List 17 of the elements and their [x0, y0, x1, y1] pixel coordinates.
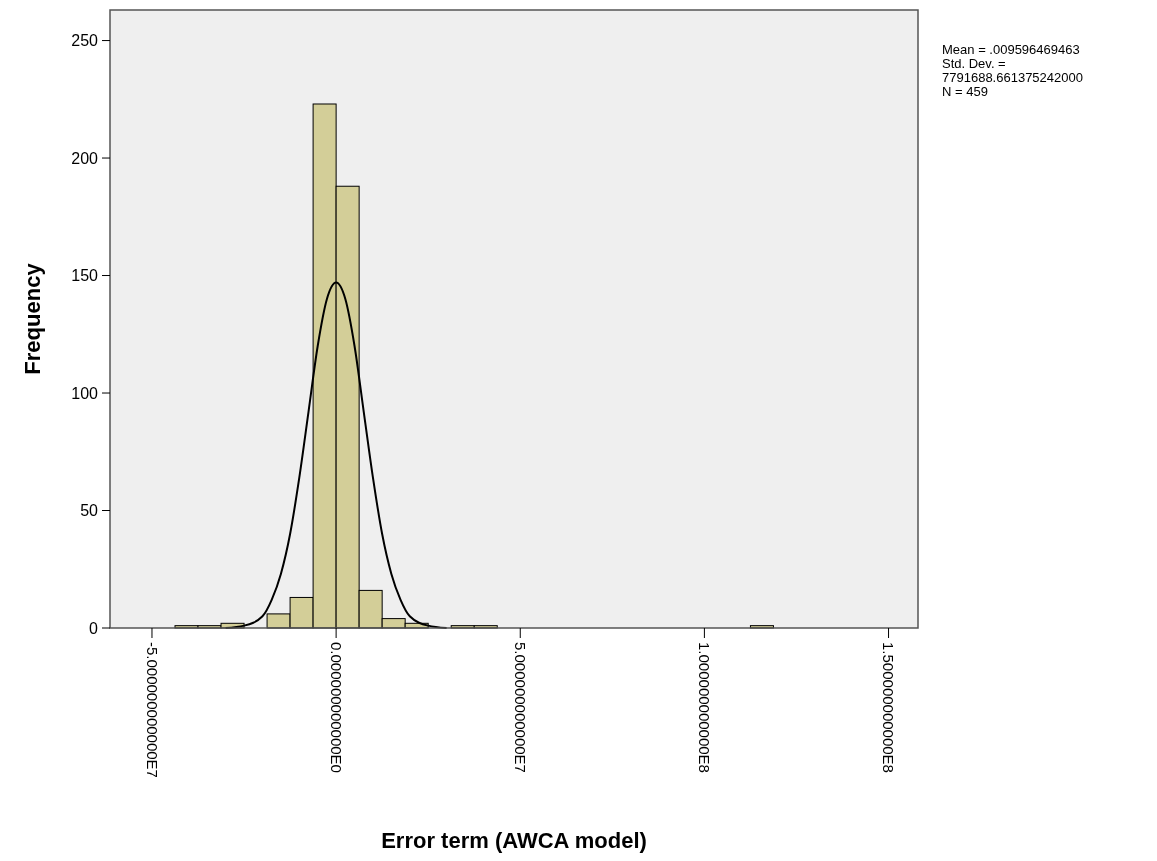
y-tick-label: 200	[71, 149, 99, 167]
x-axis-title: Error term (AWCA model)	[381, 828, 647, 853]
text: Std. Dev. =	[942, 56, 1006, 71]
x-tick-label: 0.000000000000E0	[327, 642, 345, 773]
y-tick-label: 150	[71, 267, 99, 285]
text: Mean = .009596469463	[942, 42, 1080, 57]
x-tick-label: 1.500000000000E8	[880, 642, 898, 773]
x-tick-label: 1.000000000000E8	[696, 642, 714, 773]
x-tick-label: -5.000000000000E7	[143, 642, 161, 778]
y-tick-label: 250	[71, 32, 99, 50]
text: N = 459	[942, 84, 988, 99]
y-tick-label: 0	[89, 619, 99, 637]
text: 7791688.661375242000	[942, 70, 1083, 85]
y-axis-title: Frequency	[20, 262, 45, 375]
y-tick-label: 100	[71, 384, 99, 402]
y-tick-label: 50	[80, 502, 99, 520]
x-tick-label: 5.000000000000E7	[512, 642, 530, 773]
